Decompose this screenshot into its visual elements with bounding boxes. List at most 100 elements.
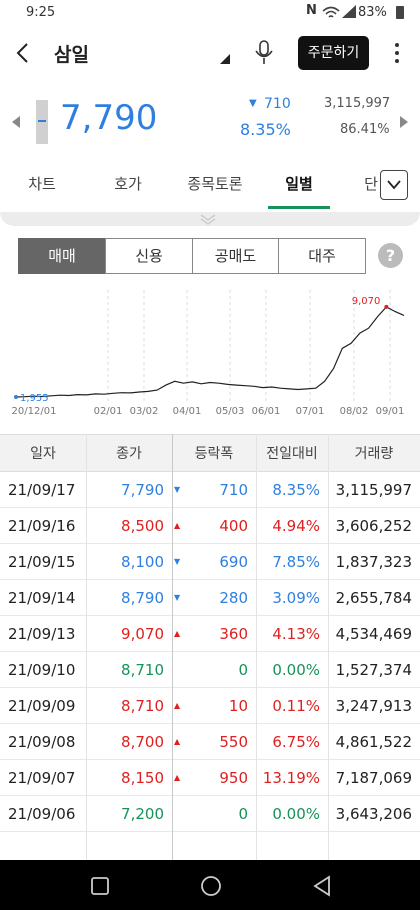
cell-volume: 3,606,252 [335,517,412,535]
cell-volume: 3,643,206 [335,805,412,823]
battery-percent: 83% [358,5,387,20]
table-row[interactable]: 21/09/07 8,150 ▲ 950 13.19% 7,187,069 [0,760,420,796]
cell-rate: 0.00% [272,661,320,679]
cell-date: 21/09/10 [8,661,76,679]
table-row[interactable]: 21/09/15 8,100 ▼ 690 7.85% 1,837,323 [0,544,420,580]
tab-discussion[interactable]: 종목토론 [187,175,243,193]
tab-more[interactable]: 단 [364,175,378,193]
nav-back-icon[interactable] [312,875,332,897]
cell-date: 21/09/13 [8,625,76,643]
x-tick-label: 02/01 [94,406,123,417]
next-stock-icon[interactable] [400,116,408,128]
more-menu-icon[interactable] [394,42,400,64]
subtab-credit[interactable]: 신용 [105,238,193,274]
table-row[interactable]: 21/09/16 8,500 ▲ 400 4.94% 3,606,252 [0,508,420,544]
chevron-down-icon [387,180,401,190]
wifi-icon [322,6,340,18]
cell-close: 7,200 [121,805,164,823]
prev-stock-icon[interactable] [12,116,20,128]
cell-date: 21/09/16 [8,517,76,535]
status-time: 9:25 [26,5,56,20]
table-header: 일자 종가 등락폭 전일대비 거래량 [0,434,420,472]
collapse-handle-bar[interactable] [0,212,420,226]
cell-rate: 0.00% [272,805,320,823]
down-arrow-icon: ▼ [174,593,181,602]
up-arrow-icon: ▲ [174,629,181,638]
volume-ratio: 86.41% [340,122,390,137]
no-change-icon [174,652,186,688]
cell-volume: 4,861,522 [335,733,412,751]
home-icon[interactable] [200,875,222,897]
price-change-rate: 8.35% [240,120,291,139]
tab-daily[interactable]: 일별 [285,175,313,193]
cell-volume: 1,837,323 [335,553,412,571]
cell-date: 21/09/07 [8,769,76,787]
cell-change: 0 [238,805,248,823]
col-date: 일자 [30,446,56,462]
cell-date: 21/09/06 [8,805,76,823]
table-row[interactable]: 21/09/14 8,790 ▼ 280 3.09% 2,655,784 [0,580,420,616]
status-bar: 9:25 N 83% [0,0,420,26]
cell-close: 8,500 [121,517,164,535]
cell-volume: 4,534,469 [335,625,412,643]
cell-rate: 0.11% [272,697,320,715]
microphone-icon[interactable] [254,40,274,66]
column-divider [256,434,257,860]
cell-volume: 2,655,784 [335,589,412,607]
up-arrow-icon: ▲ [174,701,181,710]
cell-rate: 4.94% [272,517,320,535]
cell-change: 710 [219,481,248,499]
back-icon[interactable] [14,42,32,64]
col-change-rate: 전일대비 [266,446,318,462]
table-row[interactable]: 21/09/17 7,790 ▼ 710 8.35% 3,115,997 [0,472,420,508]
signal-icon [342,5,356,18]
x-tick-label: 06/01 [252,406,281,417]
order-button[interactable]: 주문하기 [298,36,369,70]
cell-change: 280 [219,589,248,607]
cell-date: 21/09/08 [8,733,76,751]
up-arrow-icon: ▲ [174,521,181,530]
cell-close: 8,100 [121,553,164,571]
table-row[interactable]: 21/09/08 8,700 ▲ 550 6.75% 4,861,522 [0,724,420,760]
cell-rate: 4.13% [272,625,320,643]
main-tabs: 차트 호가 종목토론 일별 단 [0,162,420,212]
cell-close: 9,070 [121,625,164,643]
system-nav-bar [0,860,420,910]
table-row[interactable]: 21/09/13 9,070 ▲ 360 4.13% 4,534,469 [0,616,420,652]
cell-rate: 8.35% [272,481,320,499]
col-volume: 거래량 [354,446,394,462]
col-change: 등락폭 [194,446,234,462]
quote-panel: 7,790 ▼ 710 8.35% 3,115,997 86.41% [0,82,420,162]
dropdown-triangle-icon[interactable] [220,54,230,64]
stock-name[interactable]: 삼일 [54,44,89,66]
x-tick-label: 08/02 [340,406,369,417]
cell-date: 21/09/15 [8,553,76,571]
x-tick-label: 20/12/01 [12,406,57,417]
price-chart: 20/12/01 02/01 03/02 04/01 05/03 06/01 07/01 08… [0,284,420,434]
tab-orderbook[interactable]: 호가 [114,175,142,193]
price-bar-indicator [36,100,48,144]
subtab-short-sale[interactable]: 공매도 [192,238,279,274]
down-arrow-icon: ▼ [249,98,257,109]
x-tick-label: 03/02 [130,406,159,417]
cell-change: 0 [238,661,248,679]
sub-tabs-area: 매매 신용 공매도 대주 ? [0,212,420,284]
cell-change: 360 [219,625,248,643]
cell-volume: 7,187,069 [335,769,412,787]
subtab-trade[interactable]: 매매 [18,238,106,274]
table-row[interactable]: 21/09/10 8,710 0 0.00% 1,527,374 [0,652,420,688]
tabs-expand-button[interactable] [380,170,408,200]
cell-close: 8,710 [121,697,164,715]
cell-rate: 6.75% [272,733,320,751]
max-price-point [384,304,389,309]
table-row[interactable]: 21/09/06 7,200 0 0.00% 3,643,206 [0,796,420,832]
battery-icon [396,6,404,19]
cell-rate: 13.19% [262,769,320,787]
help-icon[interactable]: ? [378,243,403,268]
min-price-label: 1,955 [20,393,49,404]
cell-date: 21/09/17 [8,481,76,499]
subtab-lending[interactable]: 대주 [278,238,366,274]
recent-apps-icon[interactable] [90,876,110,896]
table-row[interactable]: 21/09/09 8,710 ▲ 10 0.11% 3,247,913 [0,688,420,724]
tab-chart[interactable]: 차트 [28,175,56,193]
